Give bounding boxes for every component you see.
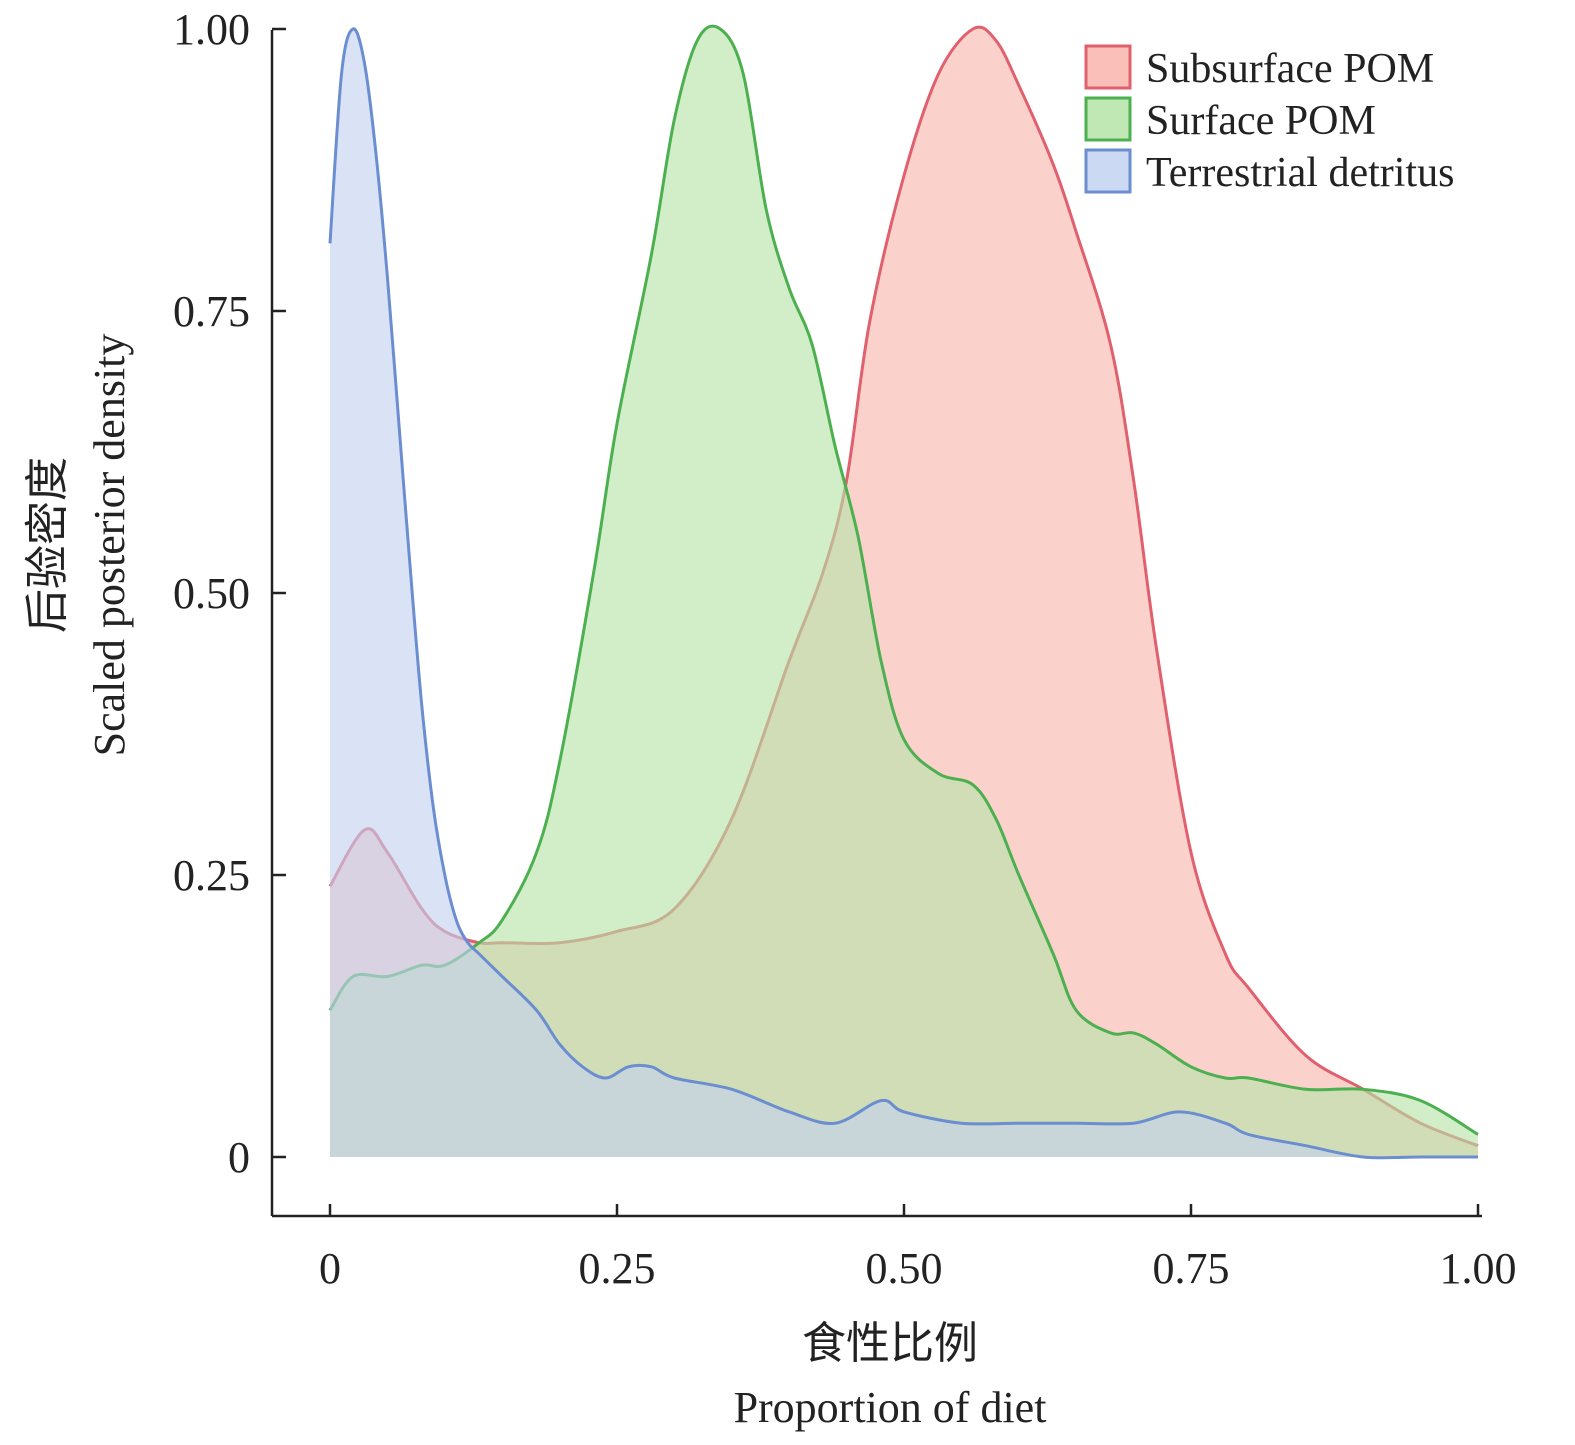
series-area-1	[330, 26, 1478, 1157]
legend: Subsurface POM Surface POM Terrestrial det…	[1084, 44, 1454, 196]
legend-swatch	[1084, 148, 1132, 194]
y-tick-label: 1.00	[173, 5, 250, 54]
legend-label: Surface POM	[1146, 98, 1376, 144]
series-layer	[328, 24, 1479, 1160]
x-tick-label: 0.25	[579, 1244, 656, 1293]
y-tick-label: 0.75	[173, 287, 250, 336]
legend-label: Terrestrial detritus	[1146, 150, 1454, 196]
x-tick-label: 0.75	[1153, 1244, 1230, 1293]
y-axis-title-cn: 后验密度	[23, 457, 72, 633]
x-axis-title: Proportion of diet	[734, 1383, 1047, 1432]
y-tick-label: 0.50	[173, 569, 250, 618]
series-area-2	[330, 28, 1478, 1158]
y-axis-title: Scaled posterior density	[85, 334, 134, 757]
legend-label: Subsurface POM	[1146, 46, 1434, 92]
series-line-1	[328, 24, 1479, 1136]
ticks-layer: 0 0.25 0.50 0.75 1.00 0 0.25 0.50 0.75 1.00	[173, 5, 1517, 1293]
x-tick-label: 0	[319, 1244, 341, 1293]
legend-swatch	[1084, 44, 1132, 90]
x-tick-label: 1.00	[1440, 1244, 1517, 1293]
legend-swatch	[1084, 96, 1132, 142]
y-tick-label: 0.25	[173, 851, 250, 900]
series-line-2	[328, 27, 1478, 1160]
y-tick-label: 0	[228, 1133, 250, 1182]
x-tick-label: 0.50	[866, 1244, 943, 1293]
series-area-0	[330, 27, 1478, 1158]
x-axis-title-cn: 食性比例	[802, 1319, 978, 1368]
